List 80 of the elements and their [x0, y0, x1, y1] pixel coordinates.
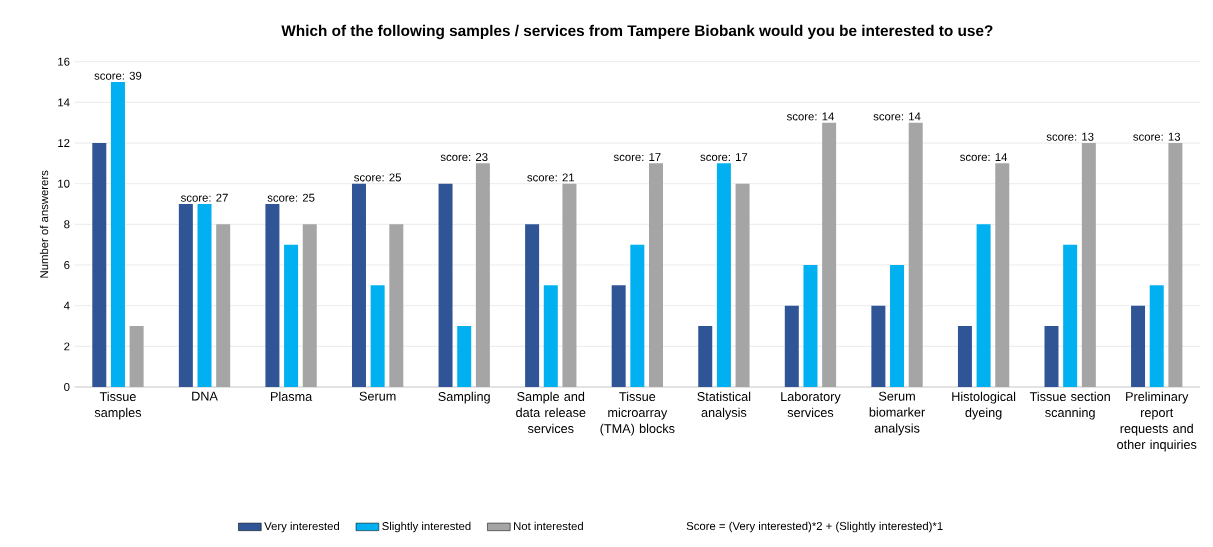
y-tick-label: 8	[64, 220, 70, 229]
bar	[1131, 305, 1146, 387]
annotation: score: 25	[267, 193, 315, 202]
legend-label: Very interested	[264, 521, 340, 533]
bar	[1149, 285, 1164, 387]
bar	[178, 204, 193, 387]
bar	[110, 82, 125, 387]
bar	[92, 143, 107, 387]
bar	[543, 285, 558, 387]
x-tick-label: Serum biomarker analysis	[869, 391, 925, 436]
legend-label: Not interested	[514, 521, 583, 531]
y-tick-label: 6	[64, 261, 70, 270]
bar	[735, 183, 750, 387]
bar	[630, 244, 645, 387]
legend-label: Slightly interested	[382, 521, 471, 533]
bar	[284, 244, 299, 387]
annotation: score: 39	[94, 71, 142, 80]
annotation: score: 14	[960, 153, 1008, 162]
annotation: score: 14	[786, 112, 834, 121]
text: Score = (Very interested)*2 + (Slightly interested)*1	[686, 521, 943, 533]
bar	[908, 122, 923, 387]
bar	[525, 224, 540, 387]
bar	[995, 163, 1010, 387]
bar	[457, 326, 472, 387]
bar	[129, 326, 144, 387]
bar	[302, 224, 317, 387]
bar	[822, 122, 837, 387]
annotation: score: 23	[440, 153, 488, 162]
annotation: score: 17	[700, 153, 748, 162]
x-tick-label: Sample and data release services	[516, 391, 586, 434]
bar	[976, 224, 991, 387]
bar	[871, 305, 886, 387]
x-tick-label: Tissue samples	[94, 391, 142, 420]
y-tick-label: 0	[64, 383, 70, 392]
x-tick-label: Serum	[359, 391, 396, 401]
x-tick-label: Histological dyeing	[952, 391, 1016, 420]
x-tick-label: Preliminary report requests and other inquiries	[1117, 391, 1197, 452]
bar	[698, 326, 713, 387]
bar	[265, 204, 280, 387]
bar	[562, 183, 577, 387]
y-tick-label: 14	[58, 98, 70, 107]
annotation: score: 13	[1046, 132, 1094, 141]
y-tick-label: 12	[58, 139, 70, 147]
bar	[1063, 244, 1078, 387]
bar	[803, 265, 818, 387]
bar	[611, 285, 626, 387]
bar	[957, 326, 972, 387]
x-tick-label: Statistical analysis	[697, 391, 751, 420]
bar	[216, 224, 231, 387]
x-tick-label: Plasma	[271, 391, 313, 402]
annotation: score: 17	[613, 153, 661, 162]
bar	[475, 163, 490, 387]
annotation: score: 21	[527, 173, 575, 182]
bar	[197, 204, 212, 387]
chart-title: Which of the following samples / services from Tampere Biobank would you be interested to use?	[281, 24, 993, 40]
x-tick-label: Tissue section scanning	[1029, 391, 1110, 420]
bar	[1081, 143, 1096, 387]
bar	[438, 183, 453, 387]
y-tick-label: 4	[63, 301, 70, 310]
x-tick-label: Tissue microarray (TMA) blocks	[600, 391, 675, 436]
x-tick-label: DNA	[192, 391, 218, 401]
y-axis-title: Number of answerers	[39, 170, 49, 278]
bar	[716, 163, 731, 387]
y-tick-label: 16	[58, 57, 70, 66]
x-tick-label: Sampling	[438, 391, 490, 404]
bar	[649, 163, 664, 387]
bar	[1168, 143, 1183, 387]
annotation: score: 25	[354, 173, 401, 182]
bar	[784, 305, 799, 387]
bar	[351, 183, 366, 387]
bar	[370, 285, 385, 387]
y-tick-label: 2	[64, 342, 70, 351]
bar	[1044, 326, 1059, 387]
annotation: score: 13	[1133, 132, 1181, 141]
annotation: score: 27	[181, 193, 228, 202]
bar	[389, 224, 404, 387]
annotation: score: 14	[873, 112, 921, 121]
bar	[890, 265, 905, 387]
y-tick-label: 10	[58, 179, 70, 188]
x-tick-label: Laboratory services	[781, 391, 841, 418]
